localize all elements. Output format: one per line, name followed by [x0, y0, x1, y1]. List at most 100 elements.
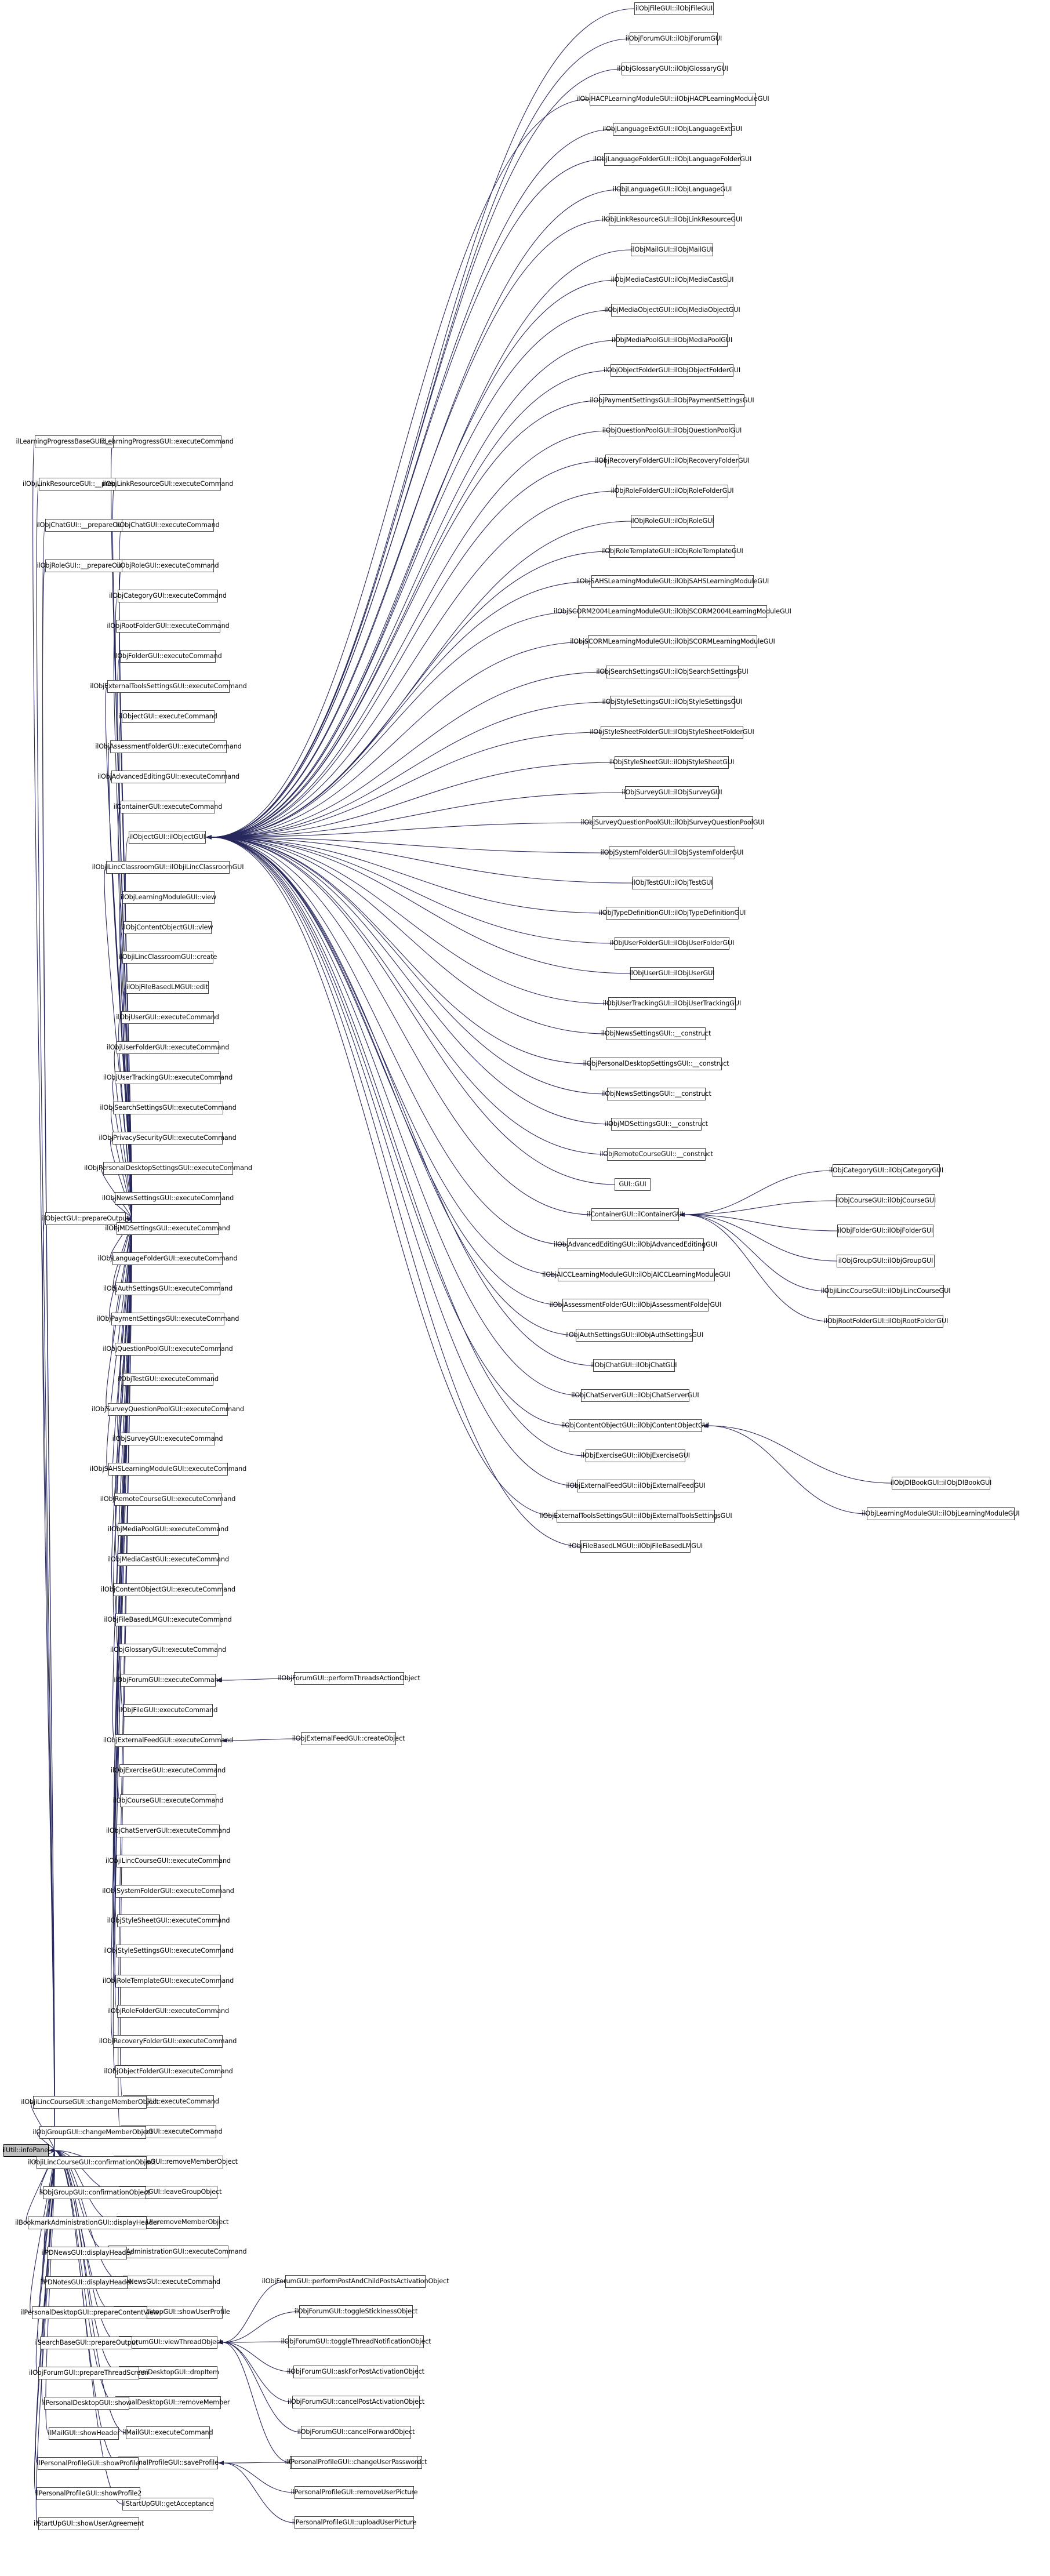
graph-node[interactable]: ilObjRemoteCourseGUI::__construct	[600, 1148, 713, 1161]
graph-node[interactable]: ilObjStyleSheetGUI::executeCommand	[107, 1914, 230, 1927]
graph-node[interactable]: ilObjUserGUI::ilObjUserGUI	[630, 967, 714, 980]
graph-node[interactable]: ilObjUserGUI::executeCommand	[116, 1011, 219, 1024]
graph-node[interactable]: ilPDNewsGUI::executeCommand	[117, 2276, 220, 2288]
graph-node[interactable]: ilObjTestGUI::ilObjTestGUI	[632, 877, 713, 889]
graph-node[interactable]: ilObjPersonalDesktopSettingsGUI::execute…	[84, 1162, 252, 1175]
graph-node[interactable]: ilObjContentObjectGUI::executeCommand	[101, 1583, 235, 1596]
graph-node[interactable]: ilSearchBaseGUI::prepareOutput	[34, 2337, 138, 2349]
graph-node[interactable]: ilObjCourseGUI::executeCommand	[113, 1794, 224, 1807]
graph-node[interactable]: ilPersonalProfileGUI::changeUserPassword	[287, 2456, 422, 2469]
graph-node[interactable]: ilObjForumGUI::cancelForwardObject	[297, 2426, 415, 2439]
graph-node[interactable]: ilObjQuestionPoolGUI::executeCommand	[103, 1343, 233, 1356]
graph-node[interactable]: ilObjForumGUI::askForPostActivationObjec…	[287, 2366, 424, 2378]
graph-node[interactable]: ilObjiLincClassroomGUI::ilObjiLincClassr…	[92, 861, 244, 874]
graph-node[interactable]: ilObjForumGUI::ilObjForumGUI	[626, 32, 722, 45]
graph-node[interactable]: ilObjCourseGUI::ilObjCourseGUI	[835, 1194, 936, 1207]
graph-node[interactable]: ilObjRecoveryFolderGUI::ilObjRecoveryFol…	[595, 455, 750, 467]
graph-node[interactable]: ilContainerGUI::executeCommand	[114, 801, 222, 813]
graph-node[interactable]: ilObjContentObjectGUI::ilObjContentObjec…	[561, 1419, 710, 1432]
graph-node[interactable]: ilObjExternalToolsSettingsGUI::executeCo…	[90, 680, 247, 693]
graph-node[interactable]: ilObjAdvancedEditingGUI::executeCommand	[97, 771, 239, 783]
graph-node[interactable]: ilObjForumGUI::cancelPostActivationObjec…	[288, 2396, 424, 2408]
graph-node[interactable]: ilObjiLincClassroomGUI::create	[119, 951, 217, 964]
graph-node[interactable]: ilPersonalProfileGUI::removeUserPicture	[291, 2486, 418, 2499]
graph-node[interactable]: ilObjLinkResourceGUI::ilObjLinkResourceG…	[602, 213, 742, 226]
graph-node[interactable]: ilObjMediaCastGUI::executeCommand	[107, 1553, 229, 1566]
graph-node[interactable]: ilBookmarkAdministrationGUI::displayHead…	[15, 2217, 159, 2229]
graph-node[interactable]: ilObjSurveyGUI::executeCommand	[112, 1433, 223, 1445]
graph-node[interactable]: ilObjiLincCourseGUI::confirmationObject	[28, 2156, 156, 2169]
graph-node[interactable]: ilObjiLincCourseGUI::executeCommand	[106, 1855, 231, 1867]
graph-node[interactable]: ilObjForumGUI::toggleThreadNotificationO…	[281, 2335, 431, 2348]
graph-node[interactable]: ilObjLanguageFolderGUI::executeCommand	[98, 1252, 237, 1265]
graph-node[interactable]: ilObjMediaObjectGUI::ilObjMediaObjectGUI	[604, 304, 740, 317]
graph-node[interactable]: ilObjObjectFolderGUI::ilObjObjectFolderG…	[604, 364, 740, 377]
graph-node[interactable]: ilObjExternalFeedGUI::ilObjExternalFeedG…	[566, 1480, 706, 1492]
graph-node[interactable]: ilObjGroupGUI::confirmationObject	[39, 2186, 150, 2199]
graph-node[interactable]: ilObjStyleSettingsGUI::ilObjStyleSetting…	[602, 696, 743, 709]
graph-node[interactable]: ilPersonalProfileGUI::showProfile2	[35, 2487, 141, 2500]
graph-node[interactable]: ilObjFolderGUI::executeCommand	[114, 650, 222, 663]
graph-node[interactable]: ilObjSCORM2004LearningModuleGUI::ilObjSC…	[554, 605, 791, 618]
graph-node[interactable]: ilObjRoleFolderGUI::ilObjRoleFolderGUI	[611, 485, 734, 497]
graph-node[interactable]: ilObjForumGUI::executeCommand	[114, 1674, 223, 1687]
graph-node[interactable]: ilObjSearchSettingsGUI::executeCommand	[100, 1102, 237, 1114]
graph-node[interactable]: ilObjTypeDefinitionGUI::ilObjTypeDefinit…	[599, 907, 746, 920]
graph-node[interactable]: ilObjUserTrackingGUI::ilObjUserTrackingG…	[603, 997, 741, 1010]
graph-node[interactable]: ilObjRecoveryFolderGUI::executeCommand	[99, 2035, 237, 2048]
graph-node[interactable]: ilObjMediaPoolGUI::executeCommand	[108, 1523, 228, 1536]
graph-node[interactable]: ilObjSurveyQuestionPoolGUI::executeComma…	[92, 1403, 244, 1416]
graph-node[interactable]: ilObjChatServerGUI::executeCommand	[106, 1825, 230, 1837]
graph-node[interactable]: ilObjRoleTemplateGUI::executeCommand	[103, 1975, 234, 1988]
graph-node[interactable]: ilObjChatGUI::__prepareOutput	[37, 519, 135, 532]
graph-node[interactable]: ilObjPersonalDesktopSettingsGUI::__const…	[583, 1058, 729, 1070]
graph-node[interactable]: ilObjSurveyGUI::ilObjSurveyGUI	[622, 786, 722, 799]
graph-node[interactable]: ilPDNewsGUI::displayHeader	[41, 2247, 133, 2259]
graph-node[interactable]: ilObjAuthSettingsGUI::ilObjAuthSettingsG…	[565, 1329, 703, 1342]
graph-node[interactable]: ilObjNewsSettingsGUI::__construct	[601, 1088, 711, 1100]
graph-node[interactable]: ilObjGroupGUI::changeMemberObject	[32, 2126, 153, 2139]
graph-node[interactable]: ilObjUserTrackingGUI::executeCommand	[103, 1071, 232, 1084]
graph-node[interactable]: ilObjiLincCourseGUI::ilObjiLincCourseGUI	[821, 1285, 951, 1298]
graph-node[interactable]: GUI::GUI	[615, 1178, 651, 1191]
graph-node[interactable]: ilObjQuestionPoolGUI::ilObjQuestionPoolG…	[602, 424, 742, 437]
graph-node[interactable]: ilObjFileGUI::ilObjFileGUI	[634, 2, 714, 15]
graph-node[interactable]: ilObjNewsSettingsGUI::executeCommand	[102, 1192, 234, 1205]
graph-node[interactable]: ilObjForumGUI::toggleStickinessObject	[295, 2305, 417, 2318]
graph-node[interactable]: ilMailGUI::executeCommand	[123, 2426, 213, 2439]
graph-node[interactable]: ilObjTestGUI::executeCommand	[118, 1373, 219, 1386]
graph-node[interactable]: ilObjExternalFeedGUI::executeCommand	[103, 1734, 233, 1747]
graph-node[interactable]: ilObjLinkResourceGUI::executeCommand	[103, 478, 233, 491]
graph-node[interactable]: ilObjContentObjectGUI::view	[122, 921, 213, 934]
graph-node[interactable]: ilObjAICCLearningModuleGUI::ilObjAICCLea…	[542, 1269, 731, 1281]
graph-node[interactable]: ilObjRoleTemplateGUI::ilObjRoleTemplateG…	[601, 545, 743, 558]
graph-node[interactable]: ilObjLanguageGUI::ilObjLanguageGUI	[613, 183, 732, 196]
graph-node[interactable]: ilObjStyleSheetFolderGUI::ilObjStyleShee…	[590, 726, 754, 739]
graph-node[interactable]: ilObjAssessmentFolderGUI::executeCommand	[95, 740, 242, 753]
graph-node[interactable]: ilObjChatServerGUI::ilObjChatServerGUI	[571, 1389, 699, 1402]
graph-node[interactable]: ilObjFileBasedLMGUI::ilObjFileBasedLMGUI	[568, 1540, 703, 1553]
graph-node[interactable]: ilObjectGUI::prepareOutput	[42, 1212, 129, 1225]
graph-node[interactable]: ilObjGlossaryGUI::executeCommand	[110, 1644, 226, 1656]
graph-node[interactable]: ilObjSystemFolderGUI::ilObjSystemFolderG…	[601, 846, 743, 859]
graph-node[interactable]: ilObjForumGUI::performThreadsActionObjec…	[278, 1672, 420, 1685]
graph-node[interactable]: ilObjHACPLearningModuleGUI::ilObjHACPLea…	[576, 93, 769, 106]
graph-node[interactable]: ilObjLanguageExtGUI::ilObjLanguageExtGUI	[602, 123, 742, 136]
graph-node[interactable]: ilObjRoleFolderGUI::executeCommand	[107, 2005, 229, 2018]
graph-node[interactable]: ilMailGUI::showHeader	[48, 2427, 120, 2440]
graph-node[interactable]: ilObjAdvancedEditingGUI::ilObjAdvancedEd…	[554, 1238, 717, 1251]
graph-node[interactable]: ilLearningProgressGUI::executeCommand	[101, 435, 234, 448]
graph-node[interactable]: ilObjAssessmentFolderGUI::ilObjAssessmen…	[550, 1299, 721, 1311]
graph-node[interactable]: ilObjPaymentSettingsGUI::executeCommand	[97, 1313, 239, 1325]
graph-node[interactable]: ilObjExternalToolsSettingsGUI::ilObjExte…	[539, 1510, 732, 1523]
graph-node[interactable]: ilObjRootFolderGUI::executeCommand	[107, 620, 230, 633]
graph-node[interactable]: ilObjMDSettingsGUI::executeCommand	[105, 1222, 230, 1235]
graph-node[interactable]: ilObjPaymentSettingsGUI::ilObjPaymentSet…	[590, 394, 754, 407]
graph-node[interactable]: ilObjiLincCourseGUI::changeMemberObject	[21, 2096, 159, 2109]
graph-node[interactable]: ilObjLanguageFolderGUI::ilObjLanguageFol…	[593, 153, 751, 166]
graph-node[interactable]: ilObjDlBookGUI::ilObjDlBookGUI	[891, 1477, 991, 1489]
graph-node[interactable]: ilObjSAHSLearningModuleGUI::ilObjSAHSLea…	[576, 575, 769, 588]
graph-node[interactable]: ilStartUpGUI::showUserAgreement	[34, 2517, 144, 2530]
graph-node[interactable]: ilObjectGUI::executeCommand	[119, 710, 217, 723]
graph-root-node[interactable]: ilUtil::infoPanel	[2, 2144, 50, 2157]
